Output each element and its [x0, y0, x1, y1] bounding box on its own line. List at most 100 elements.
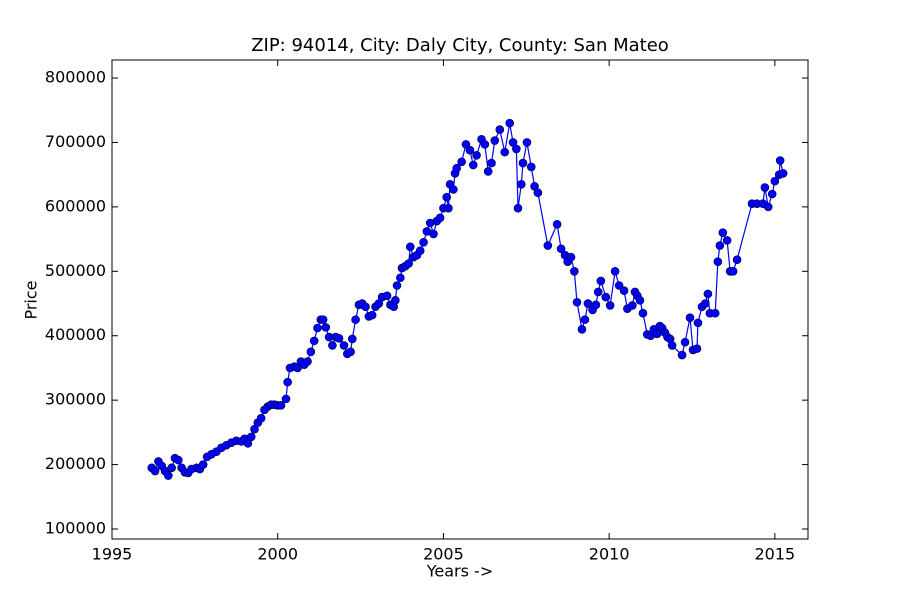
- point: [570, 267, 579, 276]
- point: [591, 300, 601, 310]
- point: [391, 296, 400, 305]
- point: [318, 315, 328, 324]
- point: [505, 118, 515, 128]
- point: [361, 302, 370, 312]
- point: [693, 318, 703, 328]
- point: [522, 138, 532, 147]
- point: [778, 169, 788, 178]
- y-tick-label: 700000: [45, 132, 106, 151]
- point: [517, 180, 526, 189]
- chart-title: ZIP: 94014, City: Daly City, County: San…: [251, 35, 669, 56]
- point: [449, 185, 458, 194]
- point: [543, 241, 553, 250]
- point: [713, 257, 723, 266]
- point: [685, 313, 695, 323]
- point: [593, 287, 603, 297]
- point: [601, 292, 611, 302]
- point: [347, 334, 357, 344]
- point: [635, 296, 645, 305]
- point: [487, 158, 496, 168]
- point: [303, 357, 312, 366]
- point: [605, 301, 615, 310]
- point: [533, 188, 543, 198]
- point: [429, 229, 438, 239]
- y-tick-label: 600000: [45, 196, 106, 215]
- point: [512, 144, 521, 154]
- y-tick-label: 500000: [45, 261, 106, 280]
- y-tick-label: 100000: [45, 519, 106, 538]
- x-tick-label: 2005: [423, 545, 464, 564]
- point: [276, 401, 286, 410]
- point: [334, 334, 344, 343]
- point: [281, 394, 291, 404]
- point: [382, 291, 392, 301]
- point: [710, 308, 720, 318]
- point: [577, 324, 587, 334]
- y-axis-label: Price: [22, 280, 41, 319]
- point: [614, 281, 624, 290]
- point: [722, 236, 732, 245]
- y-tick-label: 300000: [45, 390, 106, 409]
- point: [703, 289, 713, 299]
- point: [732, 255, 742, 265]
- point: [404, 259, 413, 268]
- point: [313, 323, 322, 333]
- point: [283, 377, 292, 387]
- point: [246, 432, 256, 442]
- point: [715, 241, 725, 250]
- point: [198, 460, 208, 469]
- point: [339, 341, 349, 350]
- x-axis-label: Years ->: [426, 562, 493, 581]
- point: [495, 125, 505, 134]
- point: [596, 276, 606, 286]
- point: [167, 463, 176, 473]
- point: [692, 344, 702, 353]
- point: [321, 323, 331, 332]
- y-tick-label: 200000: [45, 454, 106, 473]
- point: [680, 337, 690, 347]
- point: [164, 471, 173, 480]
- y-tick-label: 800000: [45, 68, 106, 87]
- point: [767, 189, 777, 199]
- point: [472, 151, 481, 160]
- point: [457, 157, 466, 167]
- point: [351, 315, 360, 324]
- point: [667, 341, 677, 350]
- point: [526, 162, 536, 172]
- point: [552, 219, 562, 229]
- x-tick-label: 2000: [257, 545, 298, 564]
- point: [760, 183, 770, 192]
- point: [306, 347, 316, 357]
- point: [677, 350, 687, 360]
- point: [392, 281, 402, 290]
- x-tick-label: 2010: [589, 545, 630, 564]
- point: [444, 203, 453, 213]
- x-tick-label: 1995: [92, 545, 133, 564]
- point: [770, 176, 780, 186]
- point: [419, 238, 428, 247]
- point: [435, 213, 445, 223]
- x-tick-label: 2015: [754, 545, 795, 564]
- y-tick-label: 400000: [45, 325, 106, 344]
- point: [415, 246, 425, 255]
- point: [700, 299, 710, 308]
- point: [150, 466, 160, 476]
- plot-frame: [111, 59, 809, 540]
- point: [763, 202, 773, 212]
- point: [405, 242, 415, 252]
- point: [309, 336, 319, 346]
- point: [728, 267, 738, 276]
- point: [775, 156, 785, 165]
- point: [483, 167, 493, 176]
- point: [513, 203, 523, 213]
- point: [256, 413, 266, 423]
- point: [638, 308, 648, 318]
- point: [468, 160, 478, 170]
- point: [490, 136, 500, 145]
- point: [628, 301, 637, 310]
- point: [556, 244, 566, 254]
- point: [328, 341, 337, 350]
- point: [566, 252, 576, 262]
